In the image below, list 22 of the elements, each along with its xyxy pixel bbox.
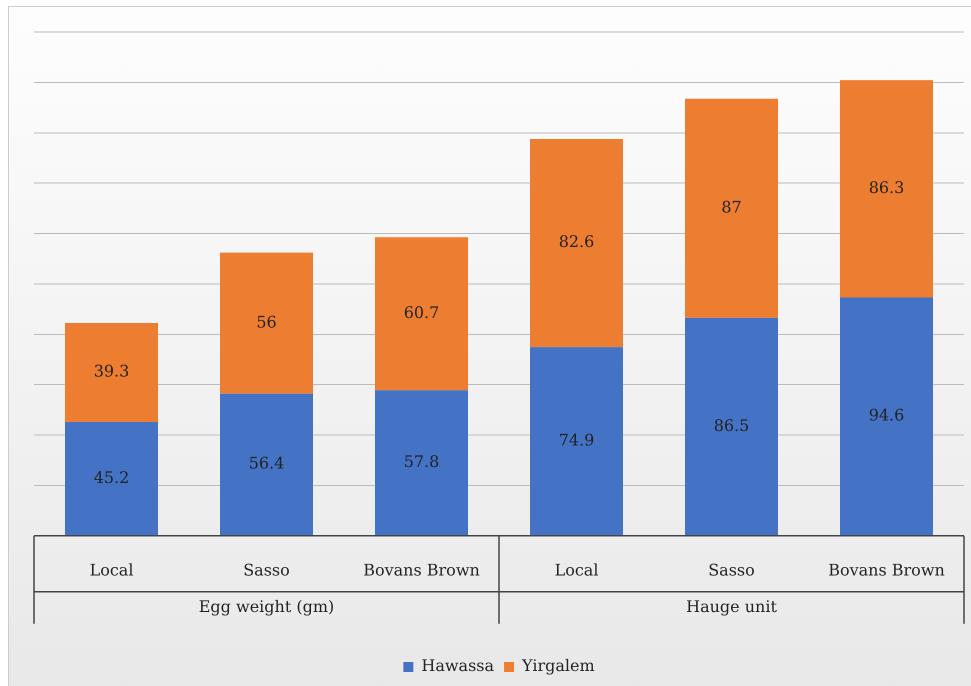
data-label: 86.3: [868, 178, 904, 197]
x-tick-label: Sasso: [708, 560, 755, 580]
data-label: 60.7: [404, 302, 440, 322]
text: Hauge unit: [686, 596, 778, 616]
data-label: 56: [256, 312, 277, 332]
x-tick-label: Sasso: [243, 560, 290, 580]
x-tick-label: Local: [90, 560, 134, 580]
data-label: 94.6: [868, 406, 904, 425]
data-label: 56.4: [248, 454, 284, 473]
data-label: 86.5: [714, 416, 750, 435]
data-label: 87: [721, 197, 742, 216]
legend-label: Yirgalem: [521, 656, 595, 676]
data-label: 45.2: [94, 468, 130, 487]
data-label: 39.3: [94, 362, 130, 381]
data-label: 57.8: [404, 452, 440, 471]
legend-label: Hawassa: [421, 656, 495, 676]
x-tick-label: Local: [554, 560, 598, 580]
x-tick-label: Bovans Brown: [363, 560, 480, 580]
data-label: 74.9: [558, 430, 594, 450]
data-label: 82.6: [558, 232, 594, 252]
text: Egg weight (gm): [198, 596, 334, 616]
x-tick-label: Bovans Brown: [828, 560, 945, 580]
